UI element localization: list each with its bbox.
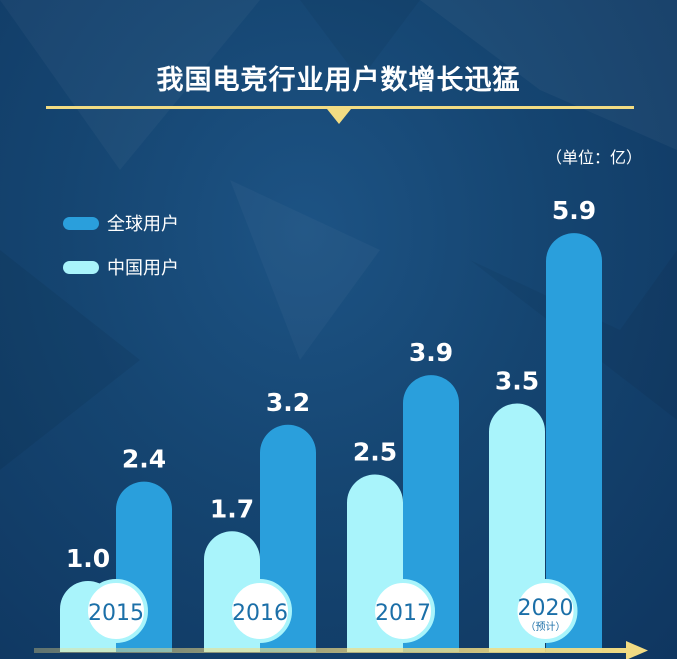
legend-swatch-china [63, 260, 99, 274]
value-label-global-2020: 5.9 [552, 196, 596, 225]
year-badge-2015 [84, 579, 148, 643]
legend-label-china: 中国用户 [107, 258, 179, 279]
year-note-2020: （预计） [526, 620, 566, 633]
year-badge-2016 [228, 579, 292, 643]
value-label-china-2017: 2.5 [353, 438, 397, 467]
year-label-2020: 2020 [518, 596, 574, 621]
bar-global-2020 [546, 233, 602, 652]
value-label-china-2016: 1.7 [210, 494, 254, 523]
x-axis-line [34, 648, 630, 653]
value-label-global-2016: 3.2 [266, 388, 310, 417]
legend-item-global: 全球用户 [63, 212, 179, 235]
unit-label: （单位：亿） [546, 148, 643, 167]
value-label-global-2017: 3.9 [409, 338, 453, 367]
legend-label-global: 全球用户 [107, 214, 179, 235]
value-label-china-2020: 3.5 [495, 367, 539, 396]
year-badge-2020 [513, 579, 578, 643]
x-axis-arrow [626, 641, 648, 659]
legend-item-china: 中国用户 [63, 256, 179, 279]
title-underline [46, 106, 634, 109]
year-label-2017: 2017 [375, 601, 431, 626]
value-label-china-2015: 1.0 [66, 544, 110, 573]
year-label-2016: 2016 [232, 601, 288, 626]
title-pointer-triangle [327, 109, 351, 124]
legend-swatch-global [63, 216, 99, 230]
chart-title: 我国电竞行业用户数增长迅猛 [156, 65, 521, 96]
legend: 全球用户 中国用户 [63, 212, 179, 300]
value-label-global-2015: 2.4 [122, 445, 166, 474]
year-label-2015: 2015 [88, 601, 144, 626]
year-badge-2017 [371, 579, 435, 643]
